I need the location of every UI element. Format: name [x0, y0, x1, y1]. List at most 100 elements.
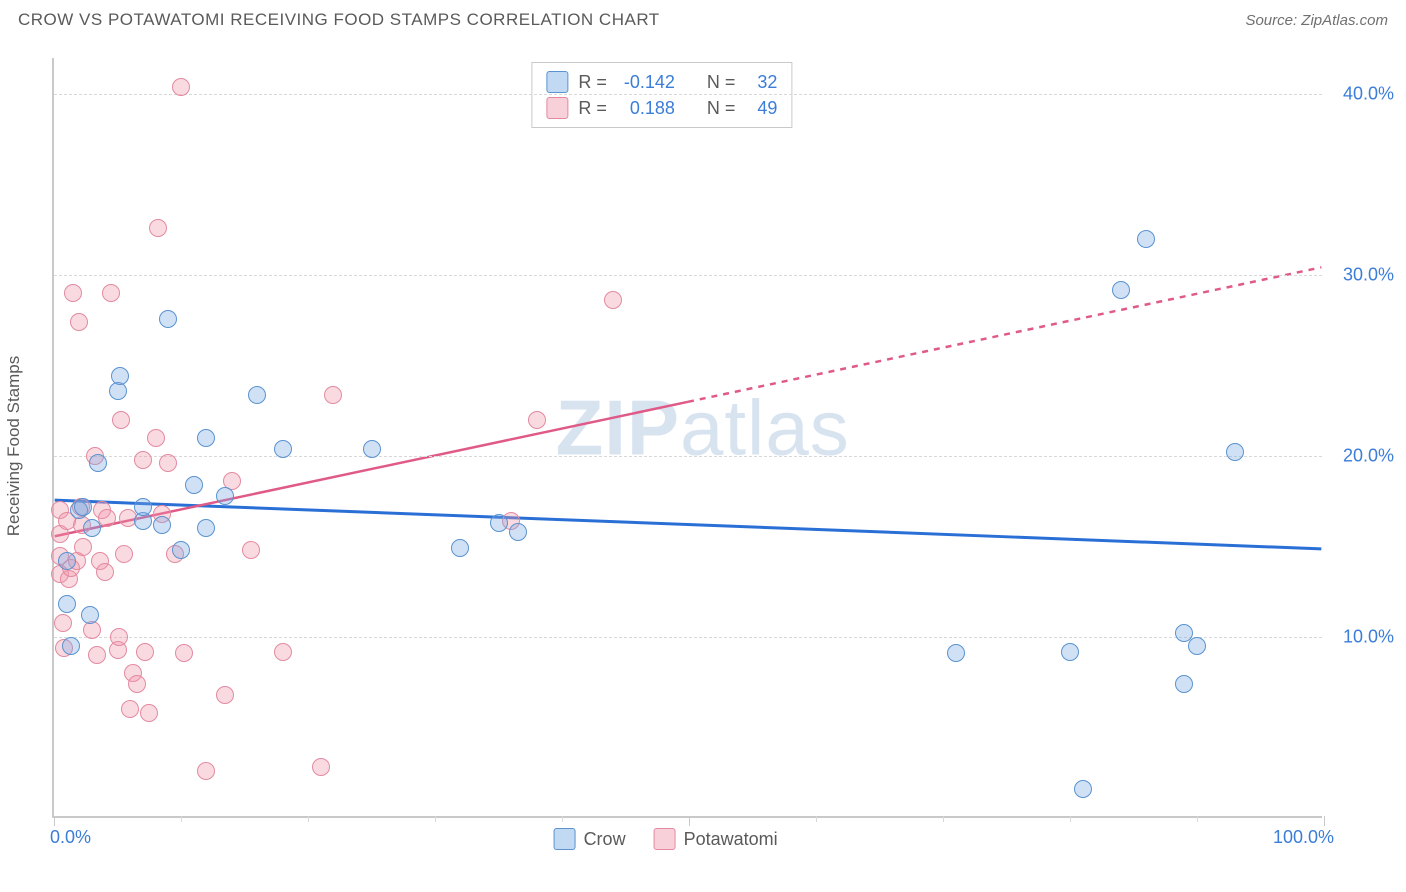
data-point	[197, 429, 215, 447]
data-point	[947, 644, 965, 662]
x-tick-minor	[308, 816, 309, 822]
stat-R-value: 0.188	[617, 95, 675, 121]
data-point	[197, 519, 215, 537]
x-tick-minor	[562, 816, 563, 822]
legend-label: Potawatomi	[684, 829, 778, 850]
data-point	[81, 606, 99, 624]
data-point	[102, 284, 120, 302]
legend-item: Crow	[554, 828, 626, 850]
data-point	[175, 644, 193, 662]
data-point	[89, 454, 107, 472]
data-point	[274, 643, 292, 661]
legend-swatch	[654, 828, 676, 850]
data-point	[509, 523, 527, 541]
x-tick-minor	[1070, 816, 1071, 822]
data-point	[54, 614, 72, 632]
data-point	[128, 675, 146, 693]
chart-title: CROW VS POTAWATOMI RECEIVING FOOD STAMPS…	[18, 10, 660, 30]
stats-row: R = -0.142 N = 32	[546, 69, 777, 95]
legend-swatch	[546, 71, 568, 93]
data-point	[121, 700, 139, 718]
data-point	[490, 514, 508, 532]
stat-N-label: N =	[707, 69, 736, 95]
data-point	[1074, 780, 1092, 798]
data-point	[134, 498, 152, 516]
data-point	[140, 704, 158, 722]
data-point	[363, 440, 381, 458]
data-point	[64, 284, 82, 302]
data-point	[1226, 443, 1244, 461]
data-point	[62, 637, 80, 655]
data-point	[136, 643, 154, 661]
data-point	[134, 451, 152, 469]
y-tick-label: 30.0%	[1330, 265, 1394, 286]
data-point	[159, 310, 177, 328]
data-point	[248, 386, 266, 404]
data-point	[185, 476, 203, 494]
source-label: Source: ZipAtlas.com	[1245, 12, 1388, 29]
stat-N-label: N =	[707, 95, 736, 121]
y-tick-label: 10.0%	[1330, 627, 1394, 648]
stat-R-label: R =	[578, 95, 607, 121]
legend-label: Crow	[584, 829, 626, 850]
y-tick-label: 40.0%	[1330, 84, 1394, 105]
data-point	[528, 411, 546, 429]
trendline	[55, 500, 1322, 549]
data-point	[111, 367, 129, 385]
data-point	[88, 646, 106, 664]
data-point	[216, 686, 234, 704]
stat-N-value: 32	[745, 69, 777, 95]
stat-R-label: R =	[578, 69, 607, 95]
y-tick-label: 20.0%	[1330, 446, 1394, 467]
data-point	[312, 758, 330, 776]
gridline	[54, 94, 1322, 95]
x-tick-major	[54, 816, 55, 826]
data-point	[112, 411, 130, 429]
data-point	[451, 539, 469, 557]
data-point	[604, 291, 622, 309]
data-point	[159, 454, 177, 472]
x-tick-minor	[435, 816, 436, 822]
data-point	[115, 545, 133, 563]
gridline	[54, 456, 1322, 457]
data-point	[242, 541, 260, 559]
data-point	[74, 498, 92, 516]
data-point	[324, 386, 342, 404]
data-point	[172, 541, 190, 559]
data-point	[1137, 230, 1155, 248]
data-point	[1188, 637, 1206, 655]
data-point	[147, 429, 165, 447]
data-point	[98, 509, 116, 527]
data-point	[153, 516, 171, 534]
data-point	[83, 519, 101, 537]
x-axis-max-label: 100.0%	[1273, 827, 1334, 848]
stats-row: R = 0.188 N = 49	[546, 95, 777, 121]
data-point	[1175, 675, 1193, 693]
x-tick-minor	[943, 816, 944, 822]
x-tick-major	[1324, 816, 1325, 826]
data-point	[274, 440, 292, 458]
data-point	[58, 552, 76, 570]
data-point	[110, 628, 128, 646]
data-point	[74, 538, 92, 556]
x-axis-min-label: 0.0%	[50, 827, 91, 848]
data-point	[1061, 643, 1079, 661]
stat-N-value: 49	[745, 95, 777, 121]
chart-plot-area: ZIPatlas R =-0.142N =32R =0.188N =49 Cro…	[52, 58, 1322, 818]
data-point	[96, 563, 114, 581]
x-tick-minor	[816, 816, 817, 822]
data-point	[58, 595, 76, 613]
data-point	[149, 219, 167, 237]
legend-swatch	[554, 828, 576, 850]
series-legend: Crow Potawatomi	[554, 828, 778, 850]
data-point	[1112, 281, 1130, 299]
gridline	[54, 637, 1322, 638]
legend-item: Potawatomi	[654, 828, 778, 850]
x-tick-minor	[1197, 816, 1198, 822]
data-point	[172, 78, 190, 96]
trendline-dashed	[688, 267, 1321, 401]
gridline	[54, 275, 1322, 276]
y-axis-title: Receiving Food Stamps	[4, 356, 24, 536]
stat-R-value: -0.142	[617, 69, 675, 95]
data-point	[197, 762, 215, 780]
